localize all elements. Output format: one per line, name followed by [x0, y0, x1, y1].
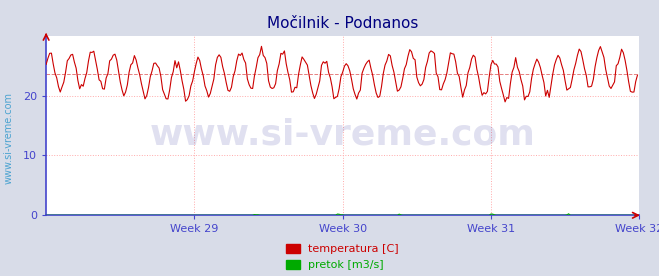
Legend: temperatura [C], pretok [m3/s]: temperatura [C], pretok [m3/s] [286, 244, 399, 270]
Text: www.si-vreme.com: www.si-vreme.com [3, 92, 13, 184]
Title: Močilnik - Podnanos: Močilnik - Podnanos [267, 15, 418, 31]
Text: www.si-vreme.com: www.si-vreme.com [150, 118, 536, 152]
